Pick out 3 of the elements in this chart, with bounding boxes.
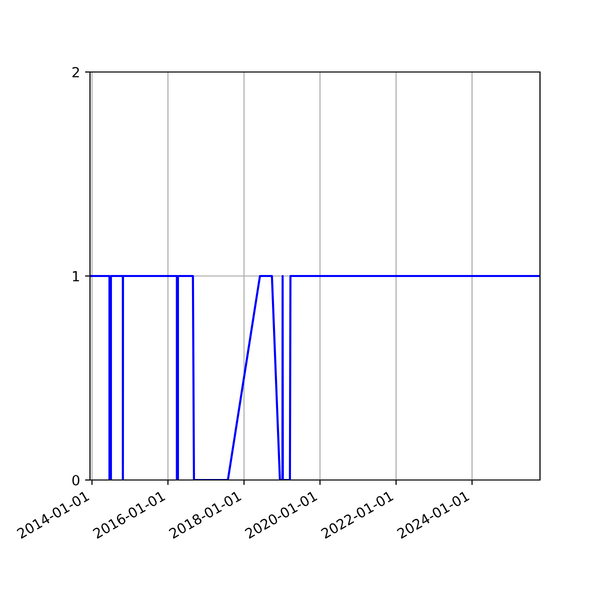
y-tick-label: 2 (72, 66, 79, 78)
y-tick-label: 0 (72, 474, 80, 486)
y-tick-label: 1 (72, 271, 79, 282)
